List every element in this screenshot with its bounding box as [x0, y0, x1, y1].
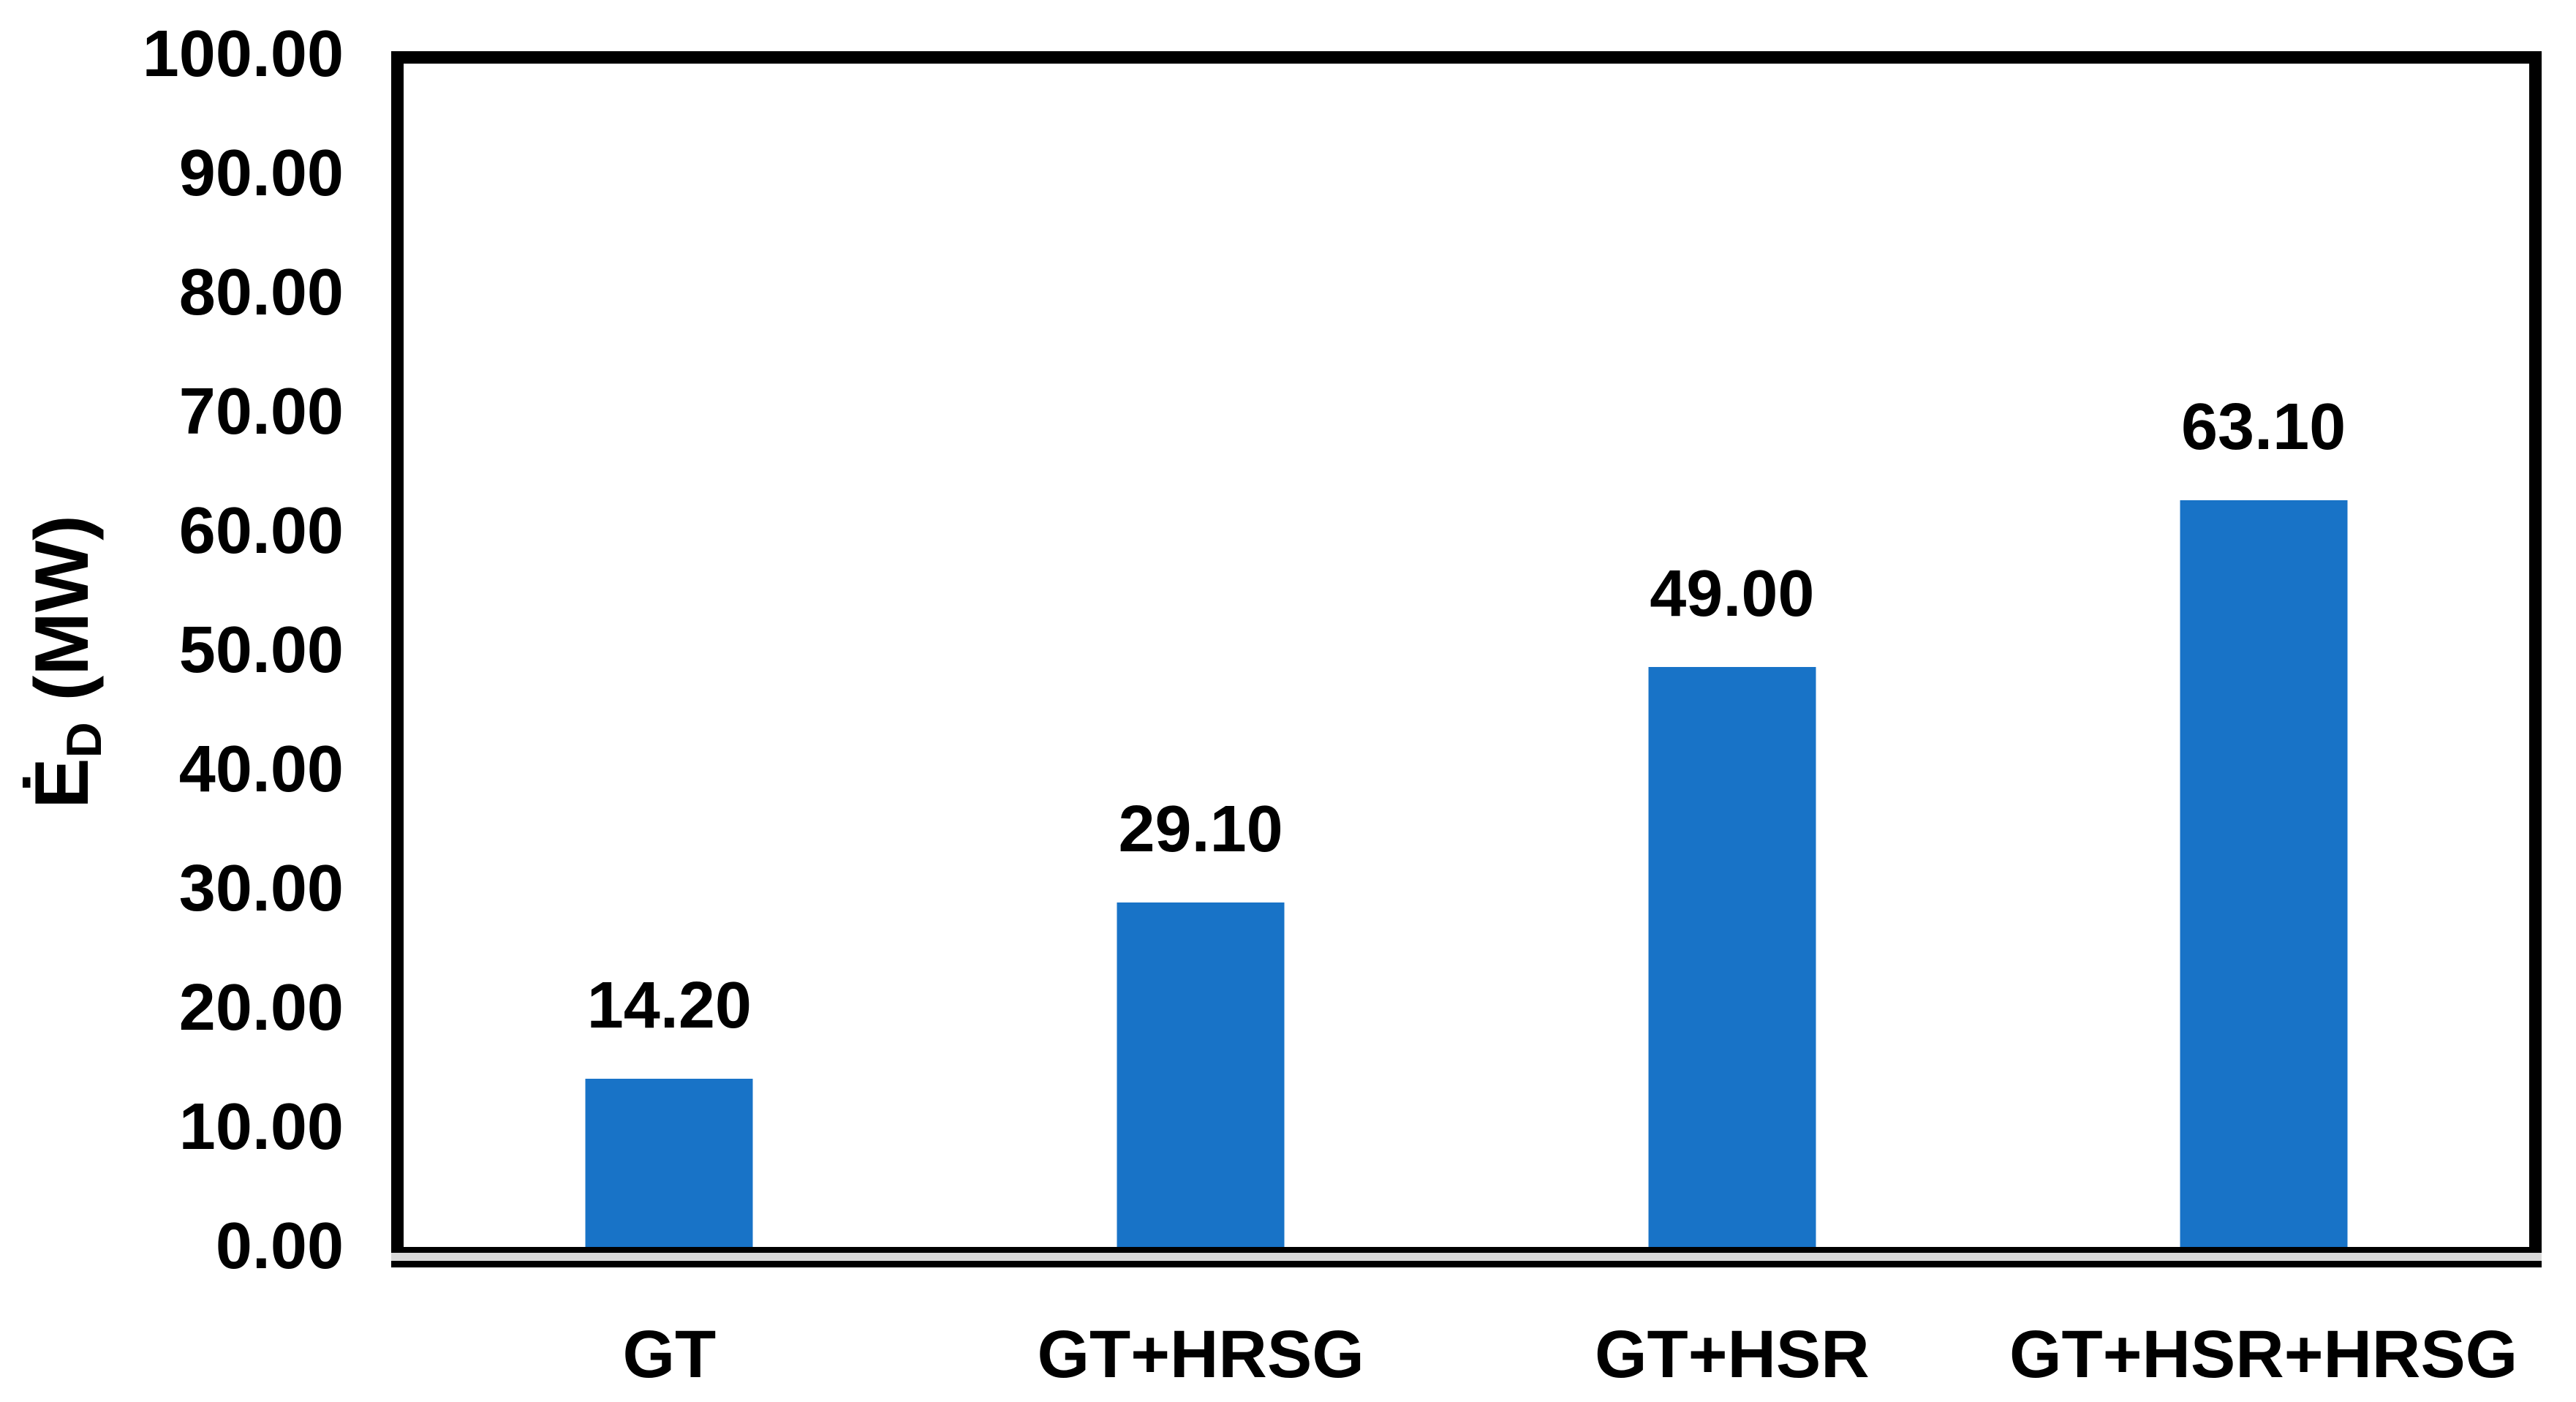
y-tick-label: 40.00: [178, 733, 344, 806]
bar-value-label: 49.00: [1650, 557, 1815, 631]
y-tick-label: 10.00: [178, 1090, 344, 1164]
bar-value-label: 63.10: [2181, 391, 2346, 464]
bar: [1117, 902, 1285, 1247]
bar-slot: 29.10: [935, 64, 1467, 1247]
y-tick-label: 60.00: [178, 494, 344, 568]
bar-slot: 14.20: [404, 64, 935, 1247]
bar: [2180, 500, 2348, 1247]
x-axis-category-labels: GT GT+HRSG GT+HSR GT+HSR+HRSG: [404, 1313, 2529, 1397]
x-category-label: GT+HSR: [1595, 1317, 1870, 1392]
bar: [585, 1079, 753, 1247]
y-tick-label: 0.00: [215, 1210, 344, 1283]
y-tick-label: 90.00: [178, 137, 344, 210]
plot-border-bottom: [391, 1261, 2542, 1267]
bar-value-label: 29.10: [1118, 793, 1283, 867]
bar: [1648, 667, 1816, 1247]
x-axis-line: [391, 1253, 2542, 1261]
bar-value-label: 14.20: [586, 969, 752, 1043]
bar-slot: 49.00: [1467, 64, 1998, 1247]
bar-series: 14.20 29.10 49.00 63.10: [404, 64, 2529, 1247]
bar-slot: 63.10: [1998, 64, 2529, 1247]
y-tick-label: 80.00: [178, 256, 344, 329]
y-tick-label: 70.00: [178, 375, 344, 448]
y-tick-label: 20.00: [178, 971, 344, 1044]
x-category-label: GT+HRSG: [1037, 1317, 1364, 1392]
x-category-label: GT: [622, 1317, 717, 1392]
y-tick-label: 30.00: [178, 852, 344, 925]
y-tick-label: 100.00: [142, 18, 344, 91]
y-tick-label: 50.00: [178, 614, 344, 687]
x-category-label: GT+HSR+HRSG: [2009, 1317, 2518, 1392]
